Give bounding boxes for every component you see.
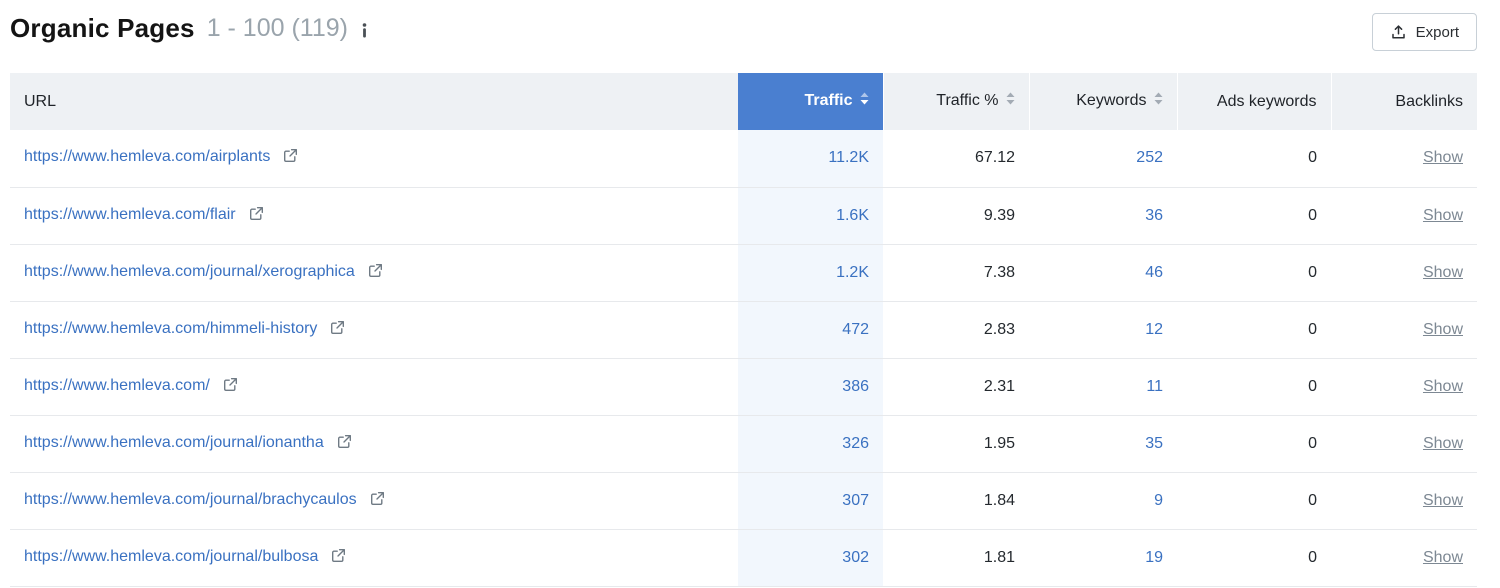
sort-icon[interactable] bbox=[860, 92, 869, 109]
export-button[interactable]: Export bbox=[1371, 13, 1477, 51]
keywords-value[interactable]: 35 bbox=[1145, 434, 1163, 452]
ads-keywords-value: 0 bbox=[1308, 491, 1317, 509]
table-row: https://www.hemleva.com/journal/ionantha… bbox=[10, 415, 1477, 473]
info-icon[interactable] bbox=[360, 22, 369, 38]
traffic-pct-value: 2.83 bbox=[983, 320, 1015, 338]
keywords-value[interactable]: 252 bbox=[1136, 149, 1163, 167]
column-header-traffic[interactable]: Traffic bbox=[738, 73, 883, 130]
backlinks-show-link[interactable]: Show bbox=[1422, 320, 1463, 338]
table-row: https://www.hemleva.com/himmeli-history … bbox=[10, 301, 1477, 359]
backlinks-show-link[interactable]: Show bbox=[1422, 149, 1463, 167]
keywords-value[interactable]: 19 bbox=[1145, 548, 1163, 566]
traffic-value[interactable]: 326 bbox=[842, 434, 869, 452]
keywords-value[interactable]: 11 bbox=[1146, 377, 1163, 395]
external-link-icon[interactable] bbox=[330, 320, 345, 340]
traffic-pct-value: 67.12 bbox=[974, 149, 1015, 167]
external-link-icon[interactable] bbox=[283, 148, 298, 168]
backlinks-show-link[interactable]: Show bbox=[1422, 548, 1463, 566]
ads-keywords-value: 0 bbox=[1308, 377, 1317, 395]
traffic-value[interactable]: 1.6K bbox=[836, 206, 869, 224]
keywords-value[interactable]: 9 bbox=[1154, 491, 1163, 509]
report-header: Organic Pages 1 - 100 (119) Export bbox=[10, 0, 1477, 73]
ads-keywords-value: 0 bbox=[1308, 434, 1317, 452]
traffic-pct-value: 1.84 bbox=[983, 491, 1015, 509]
backlinks-show-link[interactable]: Show bbox=[1422, 491, 1463, 509]
export-icon bbox=[1390, 24, 1407, 41]
sort-icon[interactable] bbox=[1154, 92, 1163, 109]
column-header-ads-keywords[interactable]: Ads keywords bbox=[1176, 73, 1331, 130]
url-link[interactable]: https://www.hemleva.com/journal/brachyca… bbox=[24, 490, 357, 508]
ads-keywords-value: 0 bbox=[1308, 263, 1317, 281]
sort-icon[interactable] bbox=[1006, 92, 1015, 109]
column-header-keywords[interactable]: Keywords bbox=[1028, 73, 1177, 130]
backlinks-show-link[interactable]: Show bbox=[1422, 377, 1463, 395]
external-link-icon[interactable] bbox=[223, 377, 238, 397]
backlinks-show-link[interactable]: Show bbox=[1422, 434, 1463, 452]
ads-keywords-value: 0 bbox=[1308, 548, 1317, 566]
traffic-pct-value: 1.95 bbox=[983, 434, 1015, 452]
table-row: https://www.hemleva.com/journal/bulbosa … bbox=[10, 529, 1477, 587]
url-link[interactable]: https://www.hemleva.com/airplants bbox=[24, 148, 271, 166]
url-link[interactable]: https://www.hemleva.com/ bbox=[24, 376, 210, 394]
url-link[interactable]: https://www.hemleva.com/flair bbox=[24, 205, 236, 223]
table-row: https://www.hemleva.com/airplants 11.2K … bbox=[10, 130, 1477, 188]
traffic-value[interactable]: 11.2K bbox=[828, 149, 869, 167]
traffic-value[interactable]: 307 bbox=[842, 491, 869, 509]
external-link-icon[interactable] bbox=[249, 206, 264, 226]
traffic-pct-value: 2.31 bbox=[983, 377, 1015, 395]
traffic-value[interactable]: 386 bbox=[842, 377, 869, 395]
column-header-backlinks[interactable]: Backlinks bbox=[1330, 73, 1477, 130]
traffic-pct-value: 1.81 bbox=[983, 548, 1015, 566]
external-link-icon[interactable] bbox=[337, 434, 352, 454]
ads-keywords-value: 0 bbox=[1308, 149, 1317, 167]
export-label: Export bbox=[1415, 23, 1459, 41]
table-row: https://www.hemleva.com/ 386 2.31 11 0 S… bbox=[10, 358, 1477, 416]
table-row: https://www.hemleva.com/flair 1.6K 9.39 … bbox=[10, 187, 1477, 245]
external-link-icon[interactable] bbox=[331, 548, 346, 568]
traffic-pct-value: 7.38 bbox=[983, 263, 1015, 281]
url-link[interactable]: https://www.hemleva.com/himmeli-history bbox=[24, 319, 318, 337]
traffic-value[interactable]: 302 bbox=[842, 548, 869, 566]
keywords-value[interactable]: 46 bbox=[1145, 263, 1163, 281]
external-link-icon[interactable] bbox=[368, 263, 383, 283]
organic-pages-table: URL Traffic Traffic % Keywords Ads keywo… bbox=[10, 73, 1477, 587]
external-link-icon[interactable] bbox=[370, 491, 385, 511]
traffic-value[interactable]: 1.2K bbox=[836, 263, 869, 281]
backlinks-show-link[interactable]: Show bbox=[1422, 206, 1463, 224]
backlinks-show-link[interactable]: Show bbox=[1422, 263, 1463, 281]
table-row: https://www.hemleva.com/journal/brachyca… bbox=[10, 472, 1477, 530]
table-header-row: URL Traffic Traffic % Keywords Ads keywo… bbox=[10, 73, 1477, 130]
url-link[interactable]: https://www.hemleva.com/journal/ionantha bbox=[24, 433, 324, 451]
url-link[interactable]: https://www.hemleva.com/journal/xerograp… bbox=[24, 262, 355, 280]
keywords-value[interactable]: 12 bbox=[1145, 320, 1163, 338]
page-title-text: Organic Pages bbox=[10, 13, 195, 43]
table-row: https://www.hemleva.com/journal/xerograp… bbox=[10, 244, 1477, 302]
column-header-traffic-pct[interactable]: Traffic % bbox=[882, 73, 1029, 130]
result-range: 1 - 100 (119) bbox=[206, 14, 348, 42]
column-header-url[interactable]: URL bbox=[10, 73, 738, 130]
url-link[interactable]: https://www.hemleva.com/journal/bulbosa bbox=[24, 547, 319, 565]
traffic-value[interactable]: 472 bbox=[842, 320, 869, 338]
traffic-pct-value: 9.39 bbox=[983, 206, 1015, 224]
page-title: Organic Pages 1 - 100 (119) bbox=[10, 13, 369, 44]
keywords-value[interactable]: 36 bbox=[1145, 206, 1163, 224]
ads-keywords-value: 0 bbox=[1308, 320, 1317, 338]
ads-keywords-value: 0 bbox=[1308, 206, 1317, 224]
